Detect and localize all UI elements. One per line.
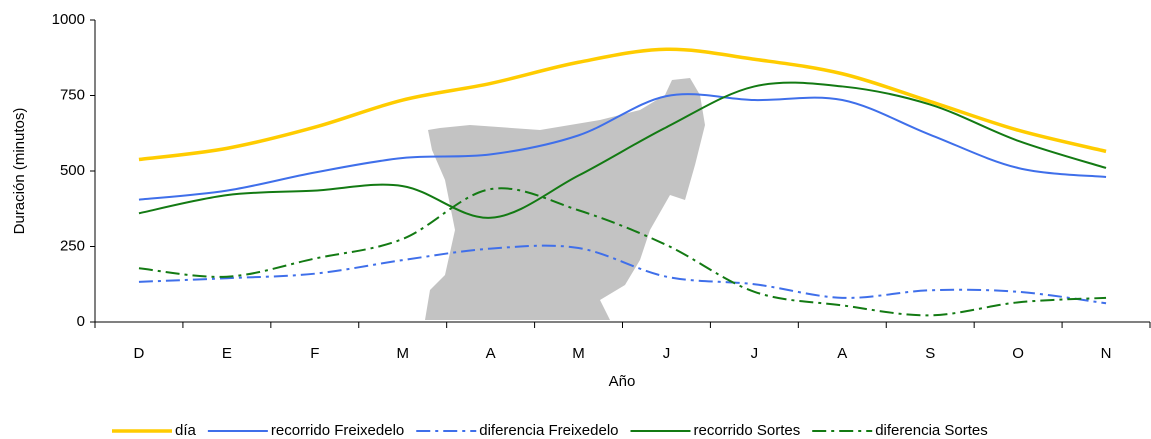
series-line	[138, 93, 1107, 201]
y-tick-label: 0	[77, 313, 85, 330]
x-axis-label: Año	[609, 373, 636, 390]
x-tick-label: A	[486, 345, 496, 362]
y-tick-label: 250	[60, 237, 85, 254]
x-tick-label: N	[1101, 345, 1112, 362]
y-axis-label: Duración (minutos)	[11, 108, 28, 235]
legend-label: recorrido Sortes	[694, 422, 801, 439]
x-tick-label: J	[751, 345, 759, 362]
series-line	[138, 187, 1107, 317]
series-line	[138, 244, 1107, 305]
x-tick-label: O	[1012, 345, 1024, 362]
x-tick-label: M	[572, 345, 585, 362]
series-line	[138, 47, 1107, 162]
legend-label: día	[175, 422, 197, 439]
x-tick-label: J	[663, 345, 671, 362]
y-tick-label: 750	[60, 86, 85, 103]
x-tick-label: M	[396, 345, 409, 362]
series-line	[138, 81, 1107, 219]
goat-illustration	[425, 78, 705, 320]
x-tick-label: E	[222, 345, 232, 362]
legend-label: diferencia Sortes	[875, 422, 988, 439]
y-tick-label: 500	[60, 162, 85, 179]
x-tick-label: D	[134, 345, 145, 362]
legend-label: recorrido Freixedelo	[271, 422, 404, 439]
x-tick-label: A	[837, 345, 847, 362]
y-tick-label: 1000	[52, 11, 85, 28]
x-tick-label: F	[310, 345, 319, 362]
legend-label: diferencia Freixedelo	[479, 422, 618, 439]
x-tick-label: S	[925, 345, 935, 362]
